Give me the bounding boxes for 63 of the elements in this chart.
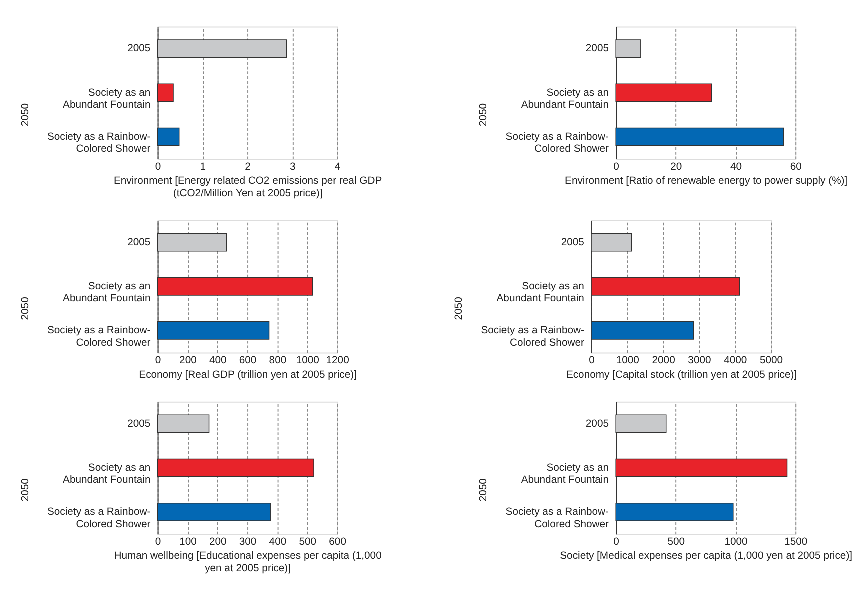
x-axis-title: Economy [Capital stock (trillion yen at 2005 price)]	[566, 370, 798, 381]
x-tick-label: 3	[290, 162, 296, 173]
x-tick-label: 1	[200, 162, 206, 173]
x-axis-title: Environment [Energy related CO2 emissions per real GDP (tCO2/Million Yen at 2005 price)]	[114, 176, 382, 200]
x-tick-label: 1000	[296, 356, 320, 367]
y-tick-label: Society as an Abundant Fountain	[63, 281, 151, 305]
y-tick-label: Society as an Abundant Fountain	[496, 281, 585, 305]
x-tick-label: 1500	[784, 537, 808, 548]
y-tick-label: 2005	[128, 237, 151, 248]
x-axis-title: Human wellbeing [Educational expenses per capita (1,000 yen at 2005 price)]	[114, 551, 382, 575]
x-tick-label: 2	[245, 162, 252, 173]
x-tick-label: 1000	[616, 356, 640, 367]
x-tick-label: 200	[180, 356, 198, 367]
y-tick-label: Society as a Rainbow-Colored Shower	[47, 132, 152, 156]
x-tick-label: 20	[670, 162, 682, 173]
x-axis-title: Environment [Ratio of renewable energy to power supply (%)]	[565, 176, 848, 188]
x-tick-label: 0	[155, 537, 162, 548]
x-tick-label: 4	[334, 162, 341, 173]
x-tick-label: 0	[614, 162, 620, 173]
x-tick-label: 1000	[724, 537, 748, 548]
x-tick-label: 1200	[326, 356, 350, 367]
y-tick-label: 2005	[586, 44, 610, 55]
text: 2050	[478, 103, 490, 127]
x-tick-label: 0	[614, 537, 620, 548]
x-tick-label: 400	[269, 537, 287, 548]
x-tick-label: 60	[790, 162, 802, 173]
x-tick-label: 3000	[688, 356, 712, 367]
y-tick-label: 2005	[586, 418, 610, 430]
x-tick-label: 400	[209, 356, 228, 367]
x-tick-label: 5000	[760, 356, 784, 367]
y-tick-label: 2005	[128, 418, 151, 430]
x-tick-label: 500	[668, 537, 686, 548]
y-tick-label: Society as an Abundant Fountain	[63, 88, 151, 112]
y-tick-label: 2005	[561, 237, 585, 248]
x-axis-title: Society [Medical expenses per capita (1,000 yen at 2005 price)]	[560, 551, 853, 562]
text: 2050	[20, 478, 32, 502]
x-tick-label: 2000	[652, 356, 676, 367]
x-tick-label: 100	[180, 537, 198, 548]
x-tick-label: 600	[239, 356, 257, 367]
y-tick-label: Society as a Rainbow-Colored Shower	[481, 326, 585, 349]
x-tick-label: 0	[155, 162, 162, 173]
y-tick-label: Society as a Rainbow-Colored Shower	[47, 506, 152, 530]
text: 2050	[478, 478, 490, 502]
x-tick-label: 0	[589, 356, 596, 367]
text: 2050	[454, 296, 466, 320]
y-tick-label: Society as a Rainbow-Colored Shower	[506, 132, 610, 156]
y-tick-label: Society as an Abundant Fountain	[521, 88, 610, 112]
x-tick-label: 200	[209, 537, 228, 548]
x-axis-title: Economy [Real GDP (trillion yen at 2005 price)]	[139, 370, 358, 381]
x-tick-label: 300	[239, 537, 257, 548]
y-tick-label: Society as an Abundant Fountain	[63, 462, 151, 486]
x-tick-label: 500	[299, 537, 317, 548]
text: 2050	[20, 296, 32, 320]
x-tick-label: 0	[155, 356, 162, 367]
y-tick-label: Society as a Rainbow-Colored Shower	[506, 506, 610, 530]
x-tick-label: 600	[329, 537, 347, 548]
x-tick-label: 4000	[724, 356, 748, 367]
text: 2050	[20, 103, 32, 127]
x-tick-label: 800	[269, 356, 287, 367]
y-tick-label: Society as an Abundant Fountain	[521, 462, 610, 486]
y-tick-label: Society as a Rainbow-Colored Shower	[47, 326, 152, 349]
x-tick-label: 40	[730, 162, 742, 173]
y-tick-label: 2005	[128, 44, 151, 55]
